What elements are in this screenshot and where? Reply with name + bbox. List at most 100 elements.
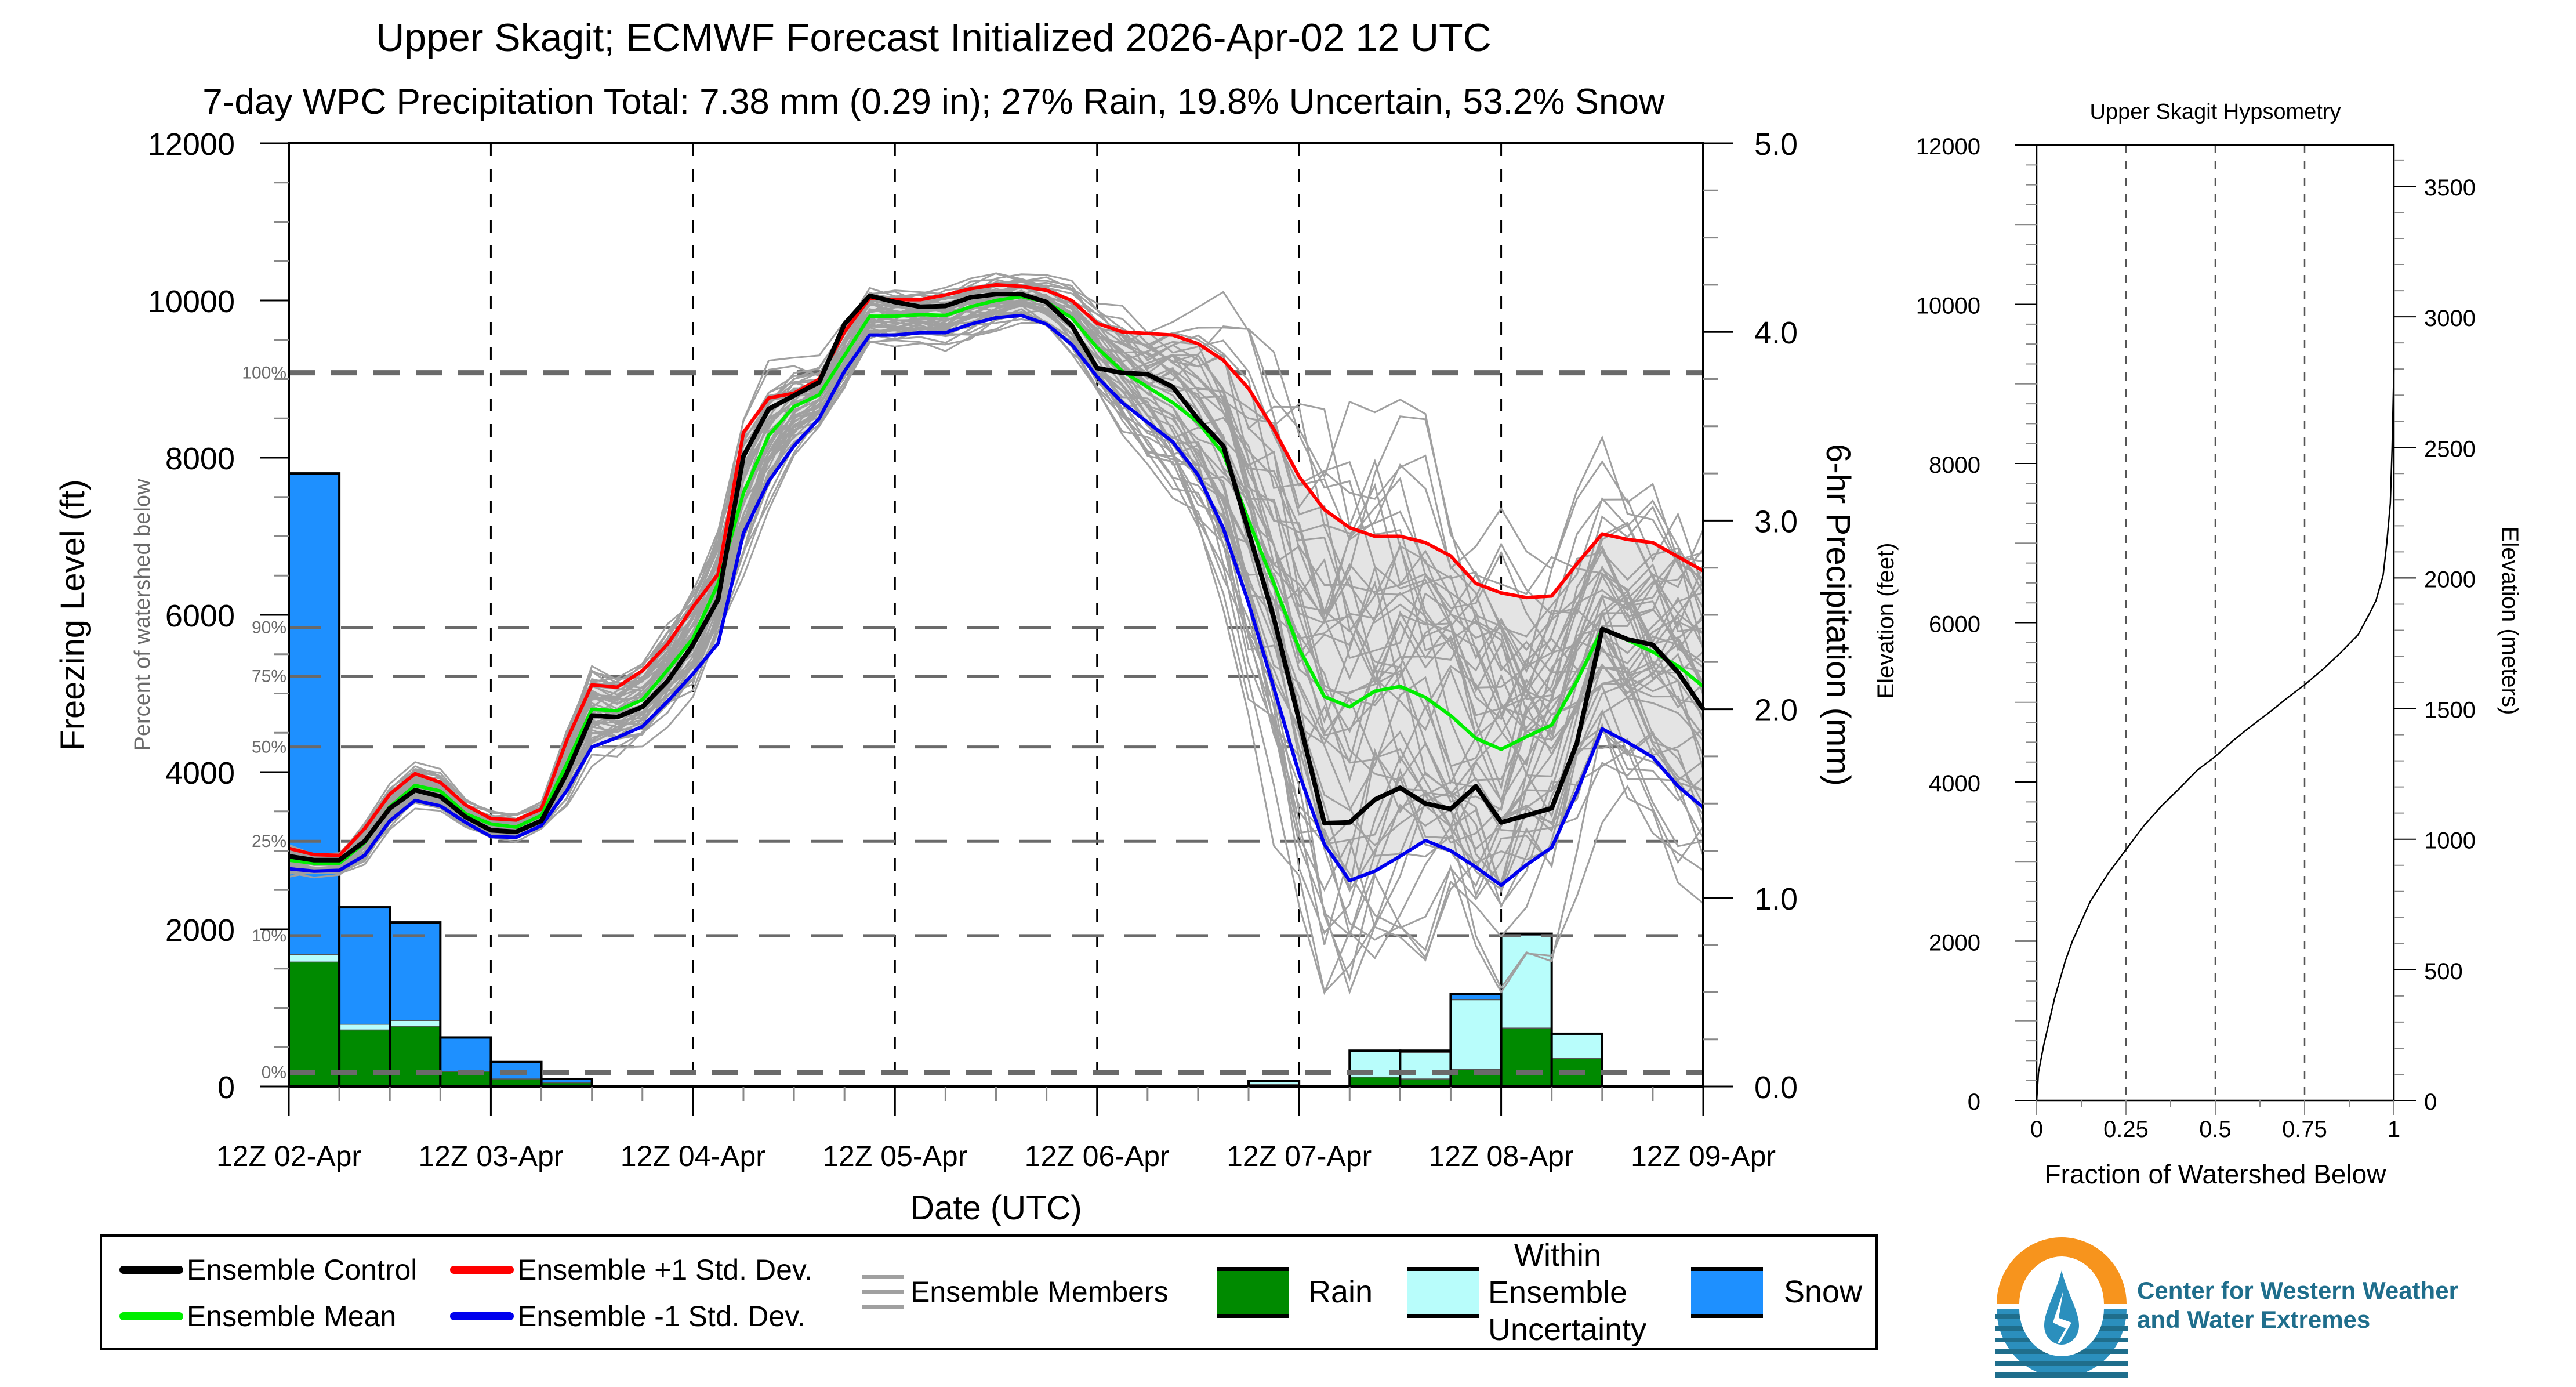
series-ensemble-1-std-dev xyxy=(288,283,1704,857)
x-tick-label: 12Z 06-Apr xyxy=(1025,1140,1170,1172)
legend: Ensemble Control Ensemble +1 Std. Dev. E… xyxy=(100,1234,1878,1350)
hyp-y-tick-label: 10000 xyxy=(1916,294,1980,319)
hyp-y2-tick-label: 2500 xyxy=(2424,436,2476,462)
hyp-y-axis-label: Elevation (feet) xyxy=(1873,542,1899,698)
legend-label-control: Ensemble Control xyxy=(187,1254,418,1286)
legend-swatch-control xyxy=(119,1266,183,1274)
y-tick-label: 0 xyxy=(217,1070,235,1105)
x-tick-label: 12Z 03-Apr xyxy=(418,1140,563,1172)
logo-text-line2: and Water Extremes xyxy=(2137,1306,2371,1333)
hyp-y2-axis-label: Elevation (meters) xyxy=(2497,527,2523,715)
precip-bar-snow xyxy=(389,922,441,1021)
hyp-y2-tick-label: 3500 xyxy=(2424,175,2476,201)
y2-axis-label: 6-hr Precipitation (mm) xyxy=(1819,444,1857,786)
hyp-title: Upper Skagit Hypsometry xyxy=(2090,100,2341,124)
hyp-y2-tick-label: 2000 xyxy=(2424,567,2476,592)
legend-label-rain: Rain xyxy=(1308,1274,1373,1309)
x-tick-label: 12Z 08-Apr xyxy=(1429,1140,1574,1172)
hyp-y-tick-label: 0 xyxy=(1968,1089,1980,1115)
legend-label-snow: Snow xyxy=(1784,1274,1863,1309)
precip-bar xyxy=(1500,932,1553,1088)
hyp-y2-tick-label: 1500 xyxy=(2424,698,2476,723)
hyp-y2-tick-label: 1000 xyxy=(2424,828,2476,854)
percent-label: 25% xyxy=(252,832,286,851)
legend-item-plus-std: Ensemble +1 Std. Dev. xyxy=(450,1253,812,1287)
y2-tick-label: 0.0 xyxy=(1754,1070,1798,1105)
cw3e-logo: Center for Western Weather and Water Ext… xyxy=(1995,1236,2563,1381)
hypsometry-curve xyxy=(2036,368,2395,1101)
chart-subtitle: 7-day WPC Precipitation Total: 7.38 mm (… xyxy=(202,82,1665,122)
x-tick-label: 12Z 07-Apr xyxy=(1227,1140,1372,1172)
ensemble-member-line xyxy=(288,314,1704,995)
legend-item-members: Ensemble Members xyxy=(862,1272,1169,1312)
precip-bar-rain xyxy=(389,1026,441,1087)
y2-tick-label: 1.0 xyxy=(1754,882,1798,917)
series-ensemble-control xyxy=(288,292,1706,863)
hyp-y2-tick-label: 500 xyxy=(2424,959,2463,984)
hyp-x-tick-label: 1 xyxy=(2388,1117,2400,1142)
precip-bar xyxy=(439,1036,492,1088)
precip-bar-uncertain xyxy=(1551,1033,1603,1059)
hyp-y-tick-label: 6000 xyxy=(1929,612,1980,638)
precip-bar xyxy=(1449,993,1503,1088)
hyp-y2-tick-label: 0 xyxy=(2424,1089,2437,1115)
legend-swatch-snow xyxy=(1691,1267,1763,1318)
y2-tick-label: 3.0 xyxy=(1754,504,1798,539)
y-tick-label: 8000 xyxy=(165,441,235,476)
y2-tick-label: 4.0 xyxy=(1754,316,1798,350)
y2-tick-label: 2.0 xyxy=(1754,693,1798,728)
hyp-y-tick-label: 12000 xyxy=(1916,134,1980,160)
hyp-y2-tick-label: 3000 xyxy=(2424,306,2476,331)
hyp-y-tick-label: 8000 xyxy=(1929,452,1980,478)
percent-label: 0% xyxy=(262,1063,286,1082)
legend-label-members: Ensemble Members xyxy=(910,1276,1169,1308)
precip-bar-uncertain xyxy=(1500,935,1552,1029)
x-tick-label: 12Z 05-Apr xyxy=(822,1140,967,1172)
legend-item-minus-std: Ensemble -1 Std. Dev. xyxy=(450,1299,806,1333)
hyp-x-tick-label: 0.75 xyxy=(2282,1117,2327,1142)
legend-label-mean: Ensemble Mean xyxy=(187,1300,397,1332)
legend-label-uncertain-line2: Ensemble xyxy=(1488,1275,1628,1310)
legend-swatch-minus-std xyxy=(450,1312,514,1320)
y-tick-label: 6000 xyxy=(165,599,235,633)
legend-swatch-uncertain xyxy=(1407,1267,1479,1318)
hyp-x-tick-label: 0.5 xyxy=(2199,1117,2232,1142)
main-chart: 0%10%25%50%75%90%100% 020004000600080001… xyxy=(54,127,1857,1227)
x-tick-label: 12Z 09-Apr xyxy=(1631,1140,1776,1172)
percent-label: 90% xyxy=(252,618,286,638)
percent-label: 75% xyxy=(252,667,286,686)
x-tick-label: 12Z 04-Apr xyxy=(621,1140,765,1172)
chart-title: Upper Skagit; ECMWF Forecast Initialized… xyxy=(376,16,1492,60)
precip-bar-uncertain xyxy=(1450,999,1502,1070)
hypsometry-chart: 0200040006000800010000120000500100015002… xyxy=(1873,100,2523,1189)
cw3e-logo-icon xyxy=(1995,1237,2128,1378)
y-tick-label: 10000 xyxy=(148,284,235,319)
legend-swatch-plus-std xyxy=(450,1266,514,1274)
y-tick-label: 4000 xyxy=(165,756,235,791)
legend-swatch-members xyxy=(862,1272,904,1312)
legend-item-mean: Ensemble Mean xyxy=(119,1299,396,1333)
legend-label-plus-std: Ensemble +1 Std. Dev. xyxy=(517,1254,813,1286)
cw3e-logo-text: Center for Western Weather and Water Ext… xyxy=(2137,1276,2458,1334)
y-tick-label: 2000 xyxy=(165,913,235,948)
legend-item-control: Ensemble Control xyxy=(119,1253,417,1287)
percent-axis-label: Percent of watershed below xyxy=(130,479,155,751)
y-tick-label: 12000 xyxy=(148,127,235,162)
legend-label-uncertain-line1: Within xyxy=(1514,1238,1602,1273)
legend-label-uncertain-line3: Uncertainty xyxy=(1488,1312,1647,1347)
hyp-x-axis-label: Fraction of Watershed Below xyxy=(2045,1159,2387,1189)
precip-bar xyxy=(389,921,442,1088)
x-tick-label: 12Z 02-Apr xyxy=(216,1140,361,1172)
hyp-x-tick-label: 0.25 xyxy=(2103,1117,2149,1142)
y2-tick-label: 5.0 xyxy=(1754,127,1798,162)
legend-swatch-mean xyxy=(119,1312,183,1320)
precip-bar-snow xyxy=(288,473,340,955)
hyp-y-tick-label: 2000 xyxy=(1929,930,1980,956)
hyp-x-tick-label: 0 xyxy=(2030,1117,2043,1142)
legend-label-uncertain: Within Ensemble Uncertainty xyxy=(1488,1237,1647,1348)
series-ensemble-mean xyxy=(288,295,1704,865)
legend-label-minus-std: Ensemble -1 Std. Dev. xyxy=(517,1300,806,1332)
hyp-y-tick-label: 4000 xyxy=(1929,771,1980,796)
legend-swatch-rain xyxy=(1217,1267,1289,1318)
